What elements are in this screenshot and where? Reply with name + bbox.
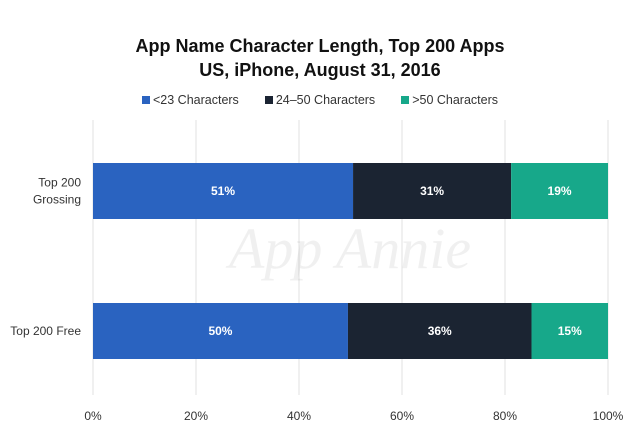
legend-item: >50 Characters (401, 93, 498, 107)
legend-item: 24–50 Characters (264, 93, 376, 107)
bar-segment (531, 303, 608, 359)
chart-title: App Name Character Length, Top 200 Apps (135, 36, 505, 56)
bar-segment (93, 303, 348, 359)
legend-label: <23 Characters (153, 93, 239, 107)
data-label: 50% (208, 324, 232, 338)
bar-segment (511, 163, 608, 219)
x-tick-label: 80% (493, 409, 517, 423)
data-label: 15% (558, 324, 582, 338)
bar-segment (93, 163, 354, 219)
bar-segment (353, 163, 512, 219)
category-label: Top 200 Free (10, 324, 81, 338)
category-label: Top 200 (38, 176, 81, 190)
data-label: 51% (211, 184, 235, 198)
legend-item: <23 Characters (142, 93, 239, 107)
x-tick-label: 20% (184, 409, 208, 423)
legend-swatch (142, 96, 150, 104)
bar-segment (347, 303, 532, 359)
x-tick-label: 60% (390, 409, 414, 423)
legend-swatch (264, 96, 273, 104)
legend: <23 Characters 24–50 Characters >50 Char… (0, 93, 640, 107)
watermark-logo: App Annie (225, 216, 471, 281)
x-tick-label: 100% (593, 409, 624, 423)
data-label: 19% (548, 184, 572, 198)
chart-subtitle: US, iPhone, August 31, 2016 (199, 60, 441, 80)
data-label: 36% (428, 324, 452, 338)
category-label: Grossing (33, 193, 81, 207)
legend-label: >50 Characters (412, 93, 498, 107)
legend-swatch (401, 96, 410, 104)
data-label: 31% (420, 184, 444, 198)
legend-label: 24–50 Characters (275, 93, 376, 107)
x-tick-label: 0% (84, 409, 102, 423)
x-tick-label: 40% (287, 409, 311, 423)
